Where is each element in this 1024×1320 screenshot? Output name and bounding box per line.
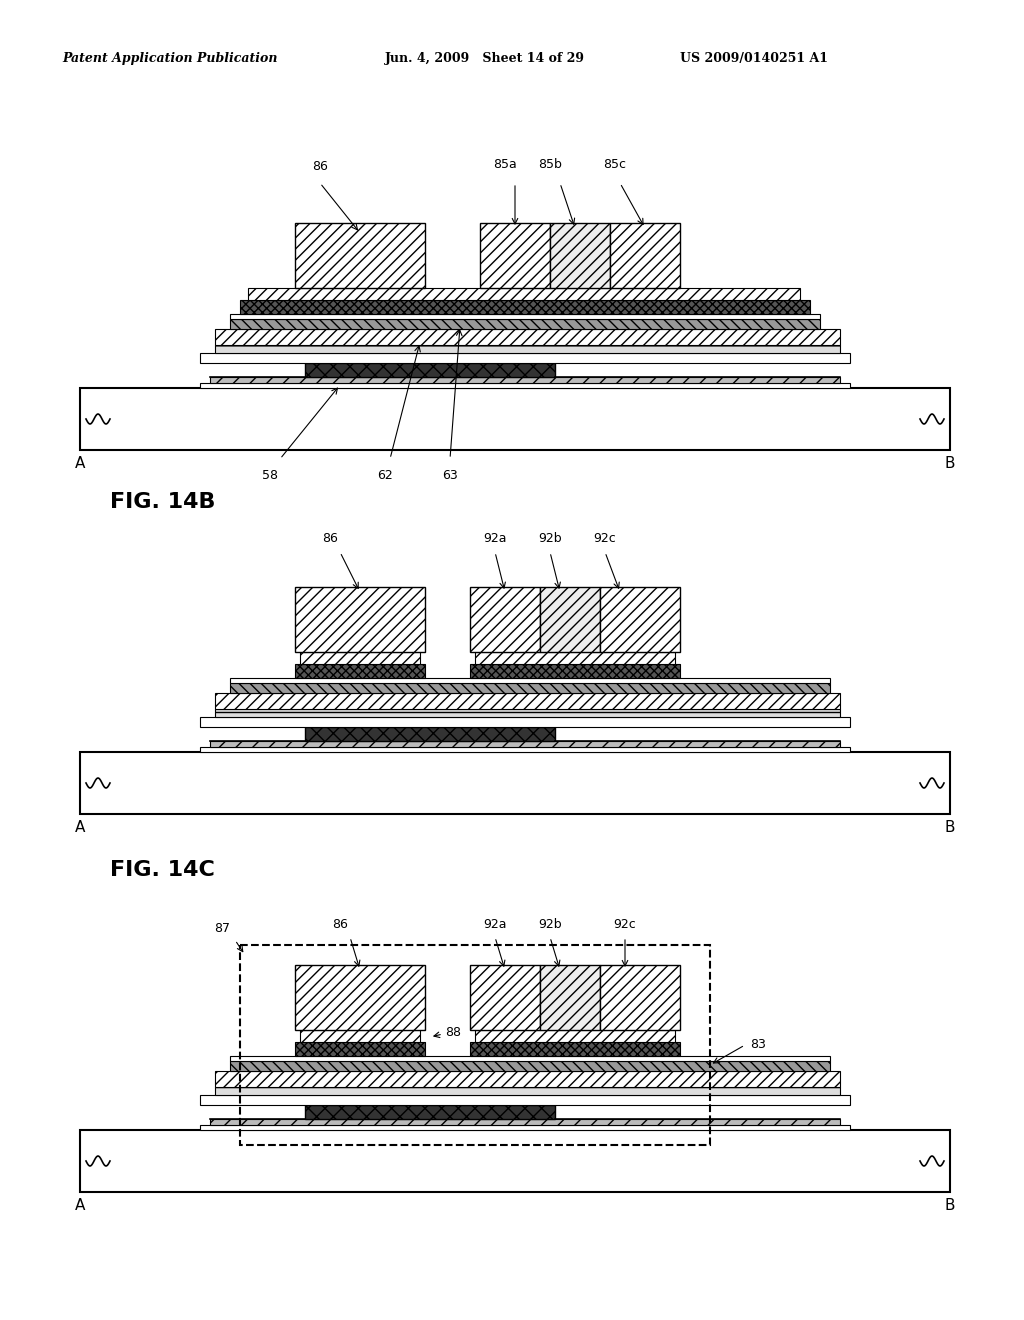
Bar — [600, 965, 680, 1030]
Bar — [540, 587, 600, 652]
Text: Patent Application Publication: Patent Application Publication — [62, 51, 278, 65]
Bar — [305, 1105, 555, 1119]
Bar — [215, 1071, 840, 1086]
Text: B: B — [945, 457, 955, 471]
Text: 85b: 85b — [538, 158, 562, 172]
Text: US 2009/0140251 A1: US 2009/0140251 A1 — [680, 51, 828, 65]
Text: 92c: 92c — [613, 919, 636, 932]
Bar — [550, 223, 610, 288]
Bar — [230, 314, 820, 319]
Text: 86: 86 — [312, 160, 328, 173]
Bar — [200, 352, 850, 363]
Bar — [295, 223, 425, 288]
Bar — [230, 678, 830, 682]
Text: 86: 86 — [323, 532, 338, 545]
Text: A: A — [75, 821, 85, 836]
Bar — [230, 1061, 830, 1071]
Text: 62: 62 — [377, 469, 393, 482]
Bar — [295, 1041, 425, 1056]
Bar — [230, 682, 830, 693]
Text: 86: 86 — [332, 919, 348, 932]
Bar — [248, 288, 800, 300]
Text: 92b: 92b — [539, 919, 562, 932]
Bar — [305, 727, 555, 741]
Bar — [480, 223, 550, 288]
Bar — [295, 664, 425, 678]
Bar — [215, 1086, 840, 1096]
Bar — [470, 965, 540, 1030]
Bar — [300, 652, 420, 664]
Bar — [240, 945, 710, 1144]
Bar — [475, 1030, 675, 1041]
Bar — [80, 1130, 950, 1192]
Text: A: A — [75, 457, 85, 471]
Text: 83: 83 — [750, 1039, 766, 1052]
Text: Jun. 4, 2009   Sheet 14 of 29: Jun. 4, 2009 Sheet 14 of 29 — [385, 51, 585, 65]
Text: 92a: 92a — [483, 532, 507, 545]
Bar — [240, 300, 810, 314]
Bar — [215, 329, 840, 345]
Bar — [200, 747, 850, 752]
Bar — [230, 1056, 830, 1061]
Bar — [215, 345, 840, 352]
Bar — [230, 319, 820, 329]
Bar — [215, 709, 840, 717]
Bar — [600, 587, 680, 652]
Bar — [295, 965, 425, 1030]
Bar — [300, 1030, 420, 1041]
Bar — [215, 693, 840, 709]
Bar — [540, 965, 600, 1030]
Bar — [210, 378, 840, 383]
Bar — [305, 363, 555, 378]
Bar — [470, 1041, 680, 1056]
Text: 58: 58 — [262, 469, 278, 482]
Bar — [470, 664, 680, 678]
Bar — [210, 1119, 840, 1125]
Text: 85a: 85a — [494, 158, 517, 172]
Text: A: A — [75, 1199, 85, 1213]
Text: 92c: 92c — [594, 532, 616, 545]
Text: FIG. 14B: FIG. 14B — [110, 492, 215, 512]
Text: 92a: 92a — [483, 919, 507, 932]
Bar — [200, 1125, 850, 1130]
Bar — [210, 741, 840, 747]
Bar — [610, 223, 680, 288]
Bar — [200, 1096, 850, 1105]
Bar — [200, 717, 850, 727]
Text: B: B — [945, 821, 955, 836]
Bar — [80, 752, 950, 814]
Bar — [475, 652, 675, 664]
Text: FIG. 14C: FIG. 14C — [110, 861, 215, 880]
Bar — [295, 587, 425, 652]
Bar — [200, 383, 850, 388]
Text: 88: 88 — [445, 1026, 461, 1039]
Text: B: B — [945, 1199, 955, 1213]
Text: 85c: 85c — [603, 158, 627, 172]
Text: 92b: 92b — [539, 532, 562, 545]
Bar — [470, 587, 540, 652]
Text: 63: 63 — [442, 469, 458, 482]
Text: 87: 87 — [214, 921, 230, 935]
Bar — [80, 388, 950, 450]
